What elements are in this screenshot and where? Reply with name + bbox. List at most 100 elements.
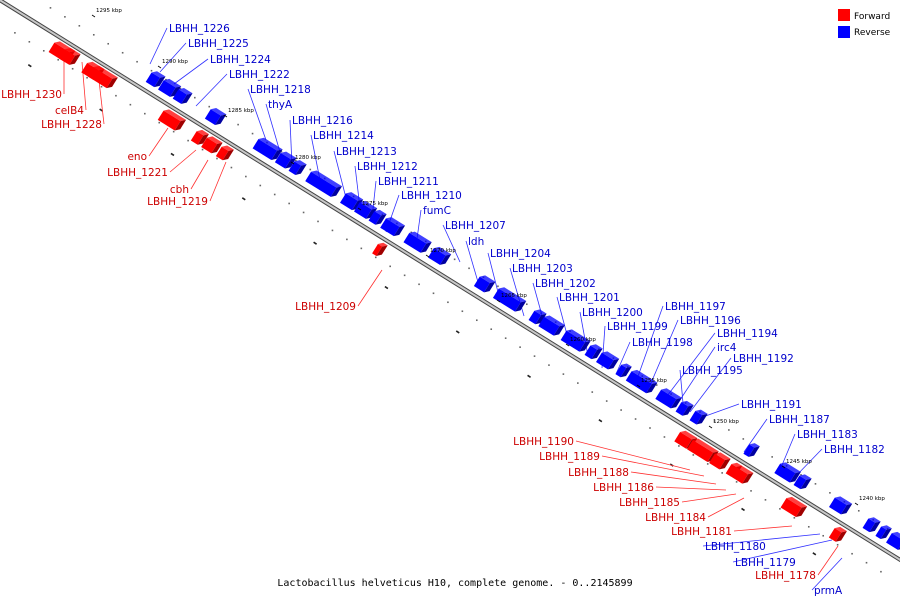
gene-box-side: [682, 405, 694, 416]
leader-line: [707, 497, 745, 518]
gene-box-side: [197, 134, 209, 145]
gene-box-face: [372, 243, 383, 256]
gene-box-top: [258, 137, 283, 151]
gene-box-side: [880, 528, 892, 540]
scale-dot: [28, 41, 31, 43]
scale-dot: [64, 16, 66, 18]
kbp-markers: 1295 kbp 1290 kbp 1285 kbp 1280 kbp 1275 kbp…: [91, 8, 885, 506]
leader-line: [702, 533, 821, 547]
gene-box-side: [789, 471, 801, 483]
gene-box-top: [692, 438, 719, 453]
scale-dot: [49, 7, 52, 9]
scale-dot: [317, 220, 319, 223]
gene-box-face: [689, 410, 703, 425]
gene-box-top: [93, 65, 118, 79]
gene-box-top: [64, 47, 81, 56]
legend-forward-label: Forward: [854, 12, 890, 22]
kbp-label: 1290 kbp: [162, 59, 188, 65]
gene-box-top: [311, 170, 343, 188]
gene-box-top: [178, 88, 193, 95]
gene-box-top: [385, 217, 406, 227]
major-tick: [455, 330, 460, 334]
gene-label: LBHH_1188: [568, 467, 629, 479]
scale-dot: [807, 525, 810, 528]
leader-line: [681, 493, 737, 503]
gene-box-top: [799, 474, 812, 480]
leader-line: [247, 88, 267, 141]
scale-dot: [857, 509, 860, 512]
gene-box-side: [591, 348, 603, 360]
scale-dot: [57, 58, 60, 61]
gene-box-top: [834, 496, 853, 506]
gene-box-top: [566, 329, 591, 343]
gene-box-side: [795, 506, 808, 517]
gene-box-side: [375, 214, 387, 225]
scale-dot: [302, 211, 305, 214]
gene-label: LBHH_1228: [41, 119, 102, 131]
scale-dot: [851, 552, 853, 555]
gene-label: irc4: [717, 342, 737, 354]
reverse-gene-box: [528, 309, 547, 325]
reverse-gene-box: [886, 531, 900, 550]
gene-label: eno: [127, 151, 147, 163]
gene-label: LBHH_1202: [535, 278, 596, 290]
gene-box-side: [365, 208, 378, 219]
forward-gene-box: [59, 47, 81, 65]
leader-line: [442, 224, 461, 263]
kbp-tick: [708, 425, 713, 429]
gene-label: LBHH_1216: [292, 115, 353, 127]
gene-box-face: [625, 371, 652, 394]
scale-dot: [432, 292, 435, 295]
leader-line: [647, 319, 679, 391]
kbp-tick: [854, 502, 859, 506]
gene-box-side: [295, 164, 307, 175]
gene-label: LBHH_1199: [607, 321, 668, 333]
scale-dot: [92, 33, 95, 36]
gene-box-face: [687, 439, 714, 462]
gene-label: LBHH_1189: [539, 451, 600, 463]
gene-label: LBHH_1230: [1, 89, 62, 101]
gene-box-side: [748, 446, 760, 457]
gene-label: LBHH_1184: [645, 512, 706, 524]
scale-dot: [331, 229, 334, 232]
gene-box-face: [204, 109, 221, 125]
reverse-gene-box: [204, 108, 227, 125]
scale-dot: [179, 87, 182, 90]
forward-gene-box: [157, 109, 187, 131]
scale-dot: [735, 481, 738, 483]
scale-dot: [591, 391, 594, 393]
gene-box-side: [420, 242, 432, 253]
scale-dot: [742, 438, 745, 440]
gene-box-face: [305, 171, 337, 197]
leader-line: [195, 73, 228, 107]
gene-label: LBHH_1219: [147, 196, 208, 208]
leader-line: [689, 357, 732, 413]
reverse-gene-box: [743, 443, 760, 457]
gene-box-face: [829, 497, 847, 515]
scale-dot: [418, 283, 420, 286]
gene-label: LBHH_1179: [735, 557, 796, 569]
scale-dot: [620, 409, 622, 411]
gene-box-side: [607, 358, 620, 370]
scale-dot: [880, 570, 882, 573]
scale-dot: [187, 139, 189, 142]
leader-line: [169, 149, 197, 173]
reverse-gene-box: [596, 351, 620, 370]
kbp-label: 1275 kbp: [362, 201, 388, 207]
gene-box-top: [221, 145, 234, 151]
scale-dot: [605, 400, 608, 402]
scale-dot: [14, 32, 16, 34]
gene-box-side: [215, 114, 227, 125]
gene-label: prmA: [814, 585, 843, 597]
gene-box-top: [196, 129, 209, 136]
scale-dot: [706, 463, 709, 465]
gene-box-face: [560, 330, 586, 352]
leader-line: [733, 525, 793, 532]
gene-box-top: [868, 517, 881, 523]
scale-dot: [309, 168, 312, 171]
scale-dot: [216, 157, 218, 160]
gene-box-side: [535, 313, 547, 325]
forward-gene-box: [730, 465, 754, 484]
reverse-gene-box: [538, 315, 565, 336]
scale-dot: [771, 456, 773, 458]
